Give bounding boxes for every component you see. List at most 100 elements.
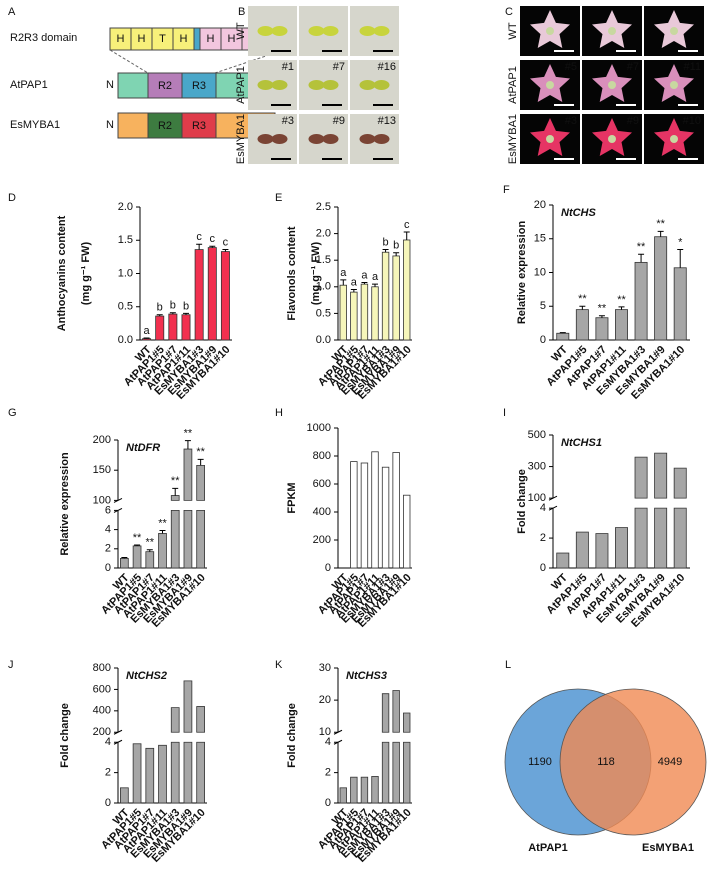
- error-bar: [350, 288, 357, 293]
- significance-label: b: [383, 236, 389, 248]
- bar: [170, 495, 180, 569]
- bar: [196, 464, 205, 569]
- venn-count: 1190: [528, 756, 552, 768]
- bar: [556, 332, 570, 341]
- venn-count: 118: [597, 756, 615, 768]
- bar: [673, 467, 687, 569]
- seedling: [308, 134, 325, 144]
- terminal: N: [106, 79, 114, 91]
- y-tick-label: 0.5: [118, 301, 133, 313]
- y-tick-label: 200: [313, 534, 331, 546]
- y-tick-label: 2: [105, 767, 111, 779]
- venn-set-label: EsMYBA1: [642, 842, 694, 854]
- bar: [158, 744, 167, 804]
- significance-label: a: [361, 269, 368, 281]
- row-label: EsMYBA1: [235, 114, 247, 164]
- significance-label: **: [656, 218, 665, 230]
- error-bar: [677, 249, 684, 268]
- domain-box-label: H: [207, 33, 215, 45]
- bar: [595, 533, 609, 569]
- bar: [381, 466, 390, 569]
- y-axis-label: (mg g⁻¹ FW): [80, 242, 92, 306]
- seedling: [308, 26, 325, 36]
- y-tick-label: 1.0: [118, 267, 133, 279]
- significance-label: **: [184, 428, 193, 440]
- significance-label: **: [637, 241, 646, 253]
- y-tick-label: 0: [540, 562, 546, 574]
- y-axis-label: Anthocyanins content: [56, 215, 68, 331]
- panel-label: B: [238, 6, 245, 18]
- line-tag: #3: [282, 115, 294, 127]
- y-tick-label: 10: [534, 266, 546, 278]
- y-tick-label: 500: [528, 429, 546, 441]
- chart-title: NtCHS: [561, 207, 596, 219]
- y-tick-label: 20: [319, 694, 331, 706]
- y-tick-label: 0: [540, 334, 546, 346]
- seedling: [359, 26, 376, 36]
- chart-title: NtCHS3: [346, 670, 387, 682]
- y-tick-label: 2: [105, 543, 111, 555]
- protein-name: AtPAP1: [10, 79, 48, 91]
- bar: [183, 448, 193, 569]
- domain-box-label: H: [138, 33, 146, 45]
- bar: [350, 291, 358, 341]
- flower-center: [670, 135, 678, 143]
- error-bar: [169, 312, 176, 315]
- significance-label: c: [223, 236, 229, 248]
- bar: [615, 527, 628, 569]
- bar: [556, 552, 570, 569]
- bar: [615, 309, 628, 341]
- bar: [183, 680, 193, 804]
- bar: [220, 251, 230, 341]
- protein-name: EsMYBA1: [10, 119, 60, 131]
- error-bar: [222, 249, 229, 252]
- bar: [392, 452, 400, 569]
- dash: [109, 49, 149, 74]
- bar: [132, 743, 142, 804]
- y-tick-label: 150: [93, 464, 111, 476]
- error-bar: [559, 332, 566, 334]
- y-axis-label: Relative expression: [516, 221, 528, 325]
- y-tick-label: 1.5: [118, 234, 133, 246]
- y-tick-label: 1.0: [316, 281, 331, 293]
- panel-label: I: [503, 407, 506, 419]
- panel-label: C: [505, 6, 513, 18]
- error-bar: [657, 230, 664, 237]
- bar: [181, 314, 191, 341]
- significance-label: c: [196, 231, 202, 243]
- bar: [196, 706, 205, 804]
- y-tick-label: 5: [540, 300, 546, 312]
- bar: [392, 255, 400, 341]
- bar: [381, 251, 390, 341]
- seedling: [359, 134, 376, 144]
- bar: [403, 494, 411, 569]
- bar: [403, 239, 411, 341]
- venn-set: [559, 688, 707, 836]
- y-tick-label: 800: [313, 450, 331, 462]
- line-tag: #1: [282, 61, 294, 73]
- bar: [371, 776, 379, 804]
- y-tick-label: 30: [319, 662, 331, 674]
- y-axis-label: Fold change: [59, 703, 71, 768]
- y-tick-label: 0: [325, 562, 331, 574]
- bar: [392, 690, 400, 804]
- significance-label: b: [157, 302, 163, 314]
- protein-domain: [147, 72, 183, 99]
- significance-label: b: [183, 300, 189, 312]
- y-tick-label: 0.0: [316, 334, 331, 346]
- error-bar: [183, 312, 189, 315]
- y-tick-label: 1000: [307, 422, 331, 434]
- line-tag: #5: [565, 61, 577, 73]
- panel-label: D: [8, 192, 16, 204]
- y-tick-label: 0.5: [316, 307, 331, 319]
- bar: [360, 462, 369, 569]
- significance-label: a: [351, 276, 358, 288]
- seedling: [322, 134, 339, 144]
- error-bar: [209, 245, 216, 248]
- seedling: [257, 134, 274, 144]
- seedling: [271, 134, 288, 144]
- bar: [654, 452, 668, 569]
- error-bar: [159, 530, 166, 534]
- y-axis-label: FPKM: [286, 482, 298, 513]
- y-axis-label: Fold change: [286, 703, 298, 768]
